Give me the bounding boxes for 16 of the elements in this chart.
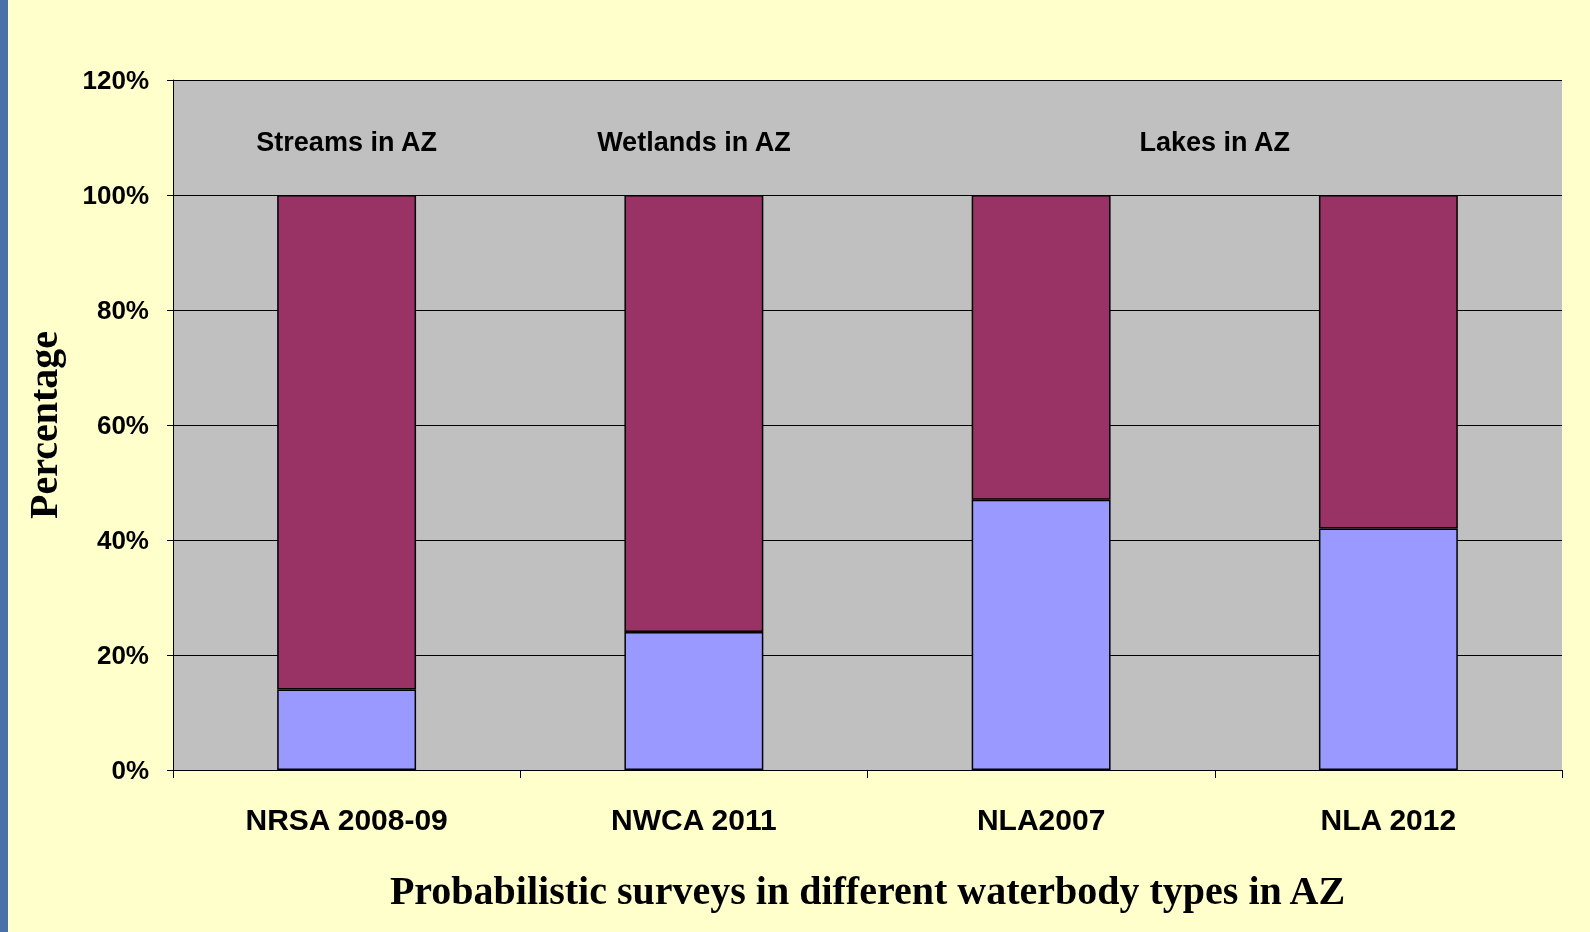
x-axis-title: Probabilistic surveys in different waterbody types in AZ bbox=[389, 867, 1346, 913]
x-tick-label: NLA2007 bbox=[976, 802, 1106, 836]
x-tick-label: NWCA 2011 bbox=[611, 802, 777, 836]
y-axis-title: Percentage bbox=[20, 330, 66, 520]
annotation: Lakes in AZ bbox=[1139, 127, 1291, 158]
x-tick-label: NLA 2012 bbox=[1320, 802, 1457, 836]
annotation: Wetlands in AZ bbox=[597, 127, 791, 158]
y-tick-label: 120% bbox=[82, 65, 149, 95]
annotation: Streams in AZ bbox=[256, 127, 437, 158]
y-tick-label: 0% bbox=[111, 755, 149, 785]
y-tick-label: 80% bbox=[96, 295, 149, 325]
y-tick-label: 20% bbox=[96, 640, 149, 670]
y-tick-label: 40% bbox=[96, 525, 149, 555]
y-tick-label: 100% bbox=[82, 180, 149, 210]
y-tick-label: 60% bbox=[96, 410, 149, 440]
x-tick-label: NRSA 2008-09 bbox=[245, 802, 448, 836]
